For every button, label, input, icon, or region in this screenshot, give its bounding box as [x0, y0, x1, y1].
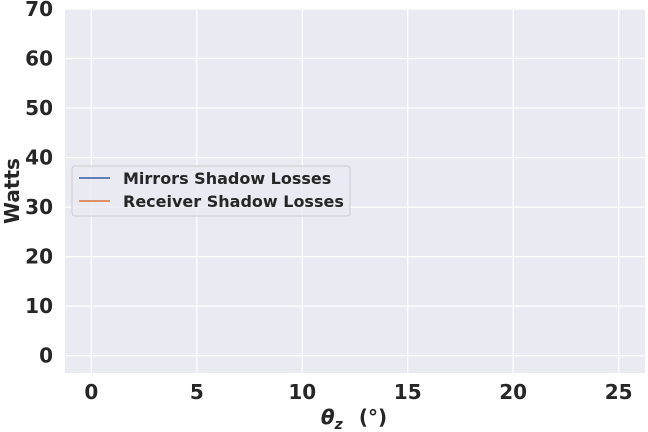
legend-label: Receiver Shadow Losses	[123, 192, 344, 211]
y-tick-label: 60	[25, 47, 53, 71]
x-axis-unit: (°)	[359, 405, 387, 429]
x-tick-label: 5	[190, 380, 204, 404]
x-tick-label: 0	[84, 380, 98, 404]
y-tick-label: 70	[25, 0, 53, 21]
x-axis-label: θz (°)	[321, 405, 387, 432]
legend-box	[71, 165, 351, 217]
x-tick-label: 15	[394, 380, 422, 404]
y-axis-label: Watts	[0, 158, 24, 224]
legend-label: Mirrors Shadow Losses	[123, 169, 331, 188]
y-tick-label: 30	[25, 195, 53, 219]
y-tick-label: 0	[39, 344, 53, 368]
y-tick-label: 20	[25, 245, 53, 269]
x-tick-labels: 0 5 10 15 20 25	[84, 380, 632, 404]
x-tick-label: 10	[288, 380, 316, 404]
y-tick-label: 40	[25, 146, 53, 170]
x-tick-label: 25	[605, 380, 633, 404]
y-tick-label: 50	[25, 96, 53, 120]
x-axis-subscript: z	[334, 417, 344, 432]
x-tick-label: 20	[499, 380, 527, 404]
y-tick-labels: 0 10 20 30 40 50 60 70	[25, 0, 53, 368]
y-tick-label: 10	[25, 294, 53, 318]
x-axis-symbol: θ	[321, 405, 335, 429]
legend: Mirrors Shadow Losses Receiver Shadow Los…	[71, 165, 351, 217]
